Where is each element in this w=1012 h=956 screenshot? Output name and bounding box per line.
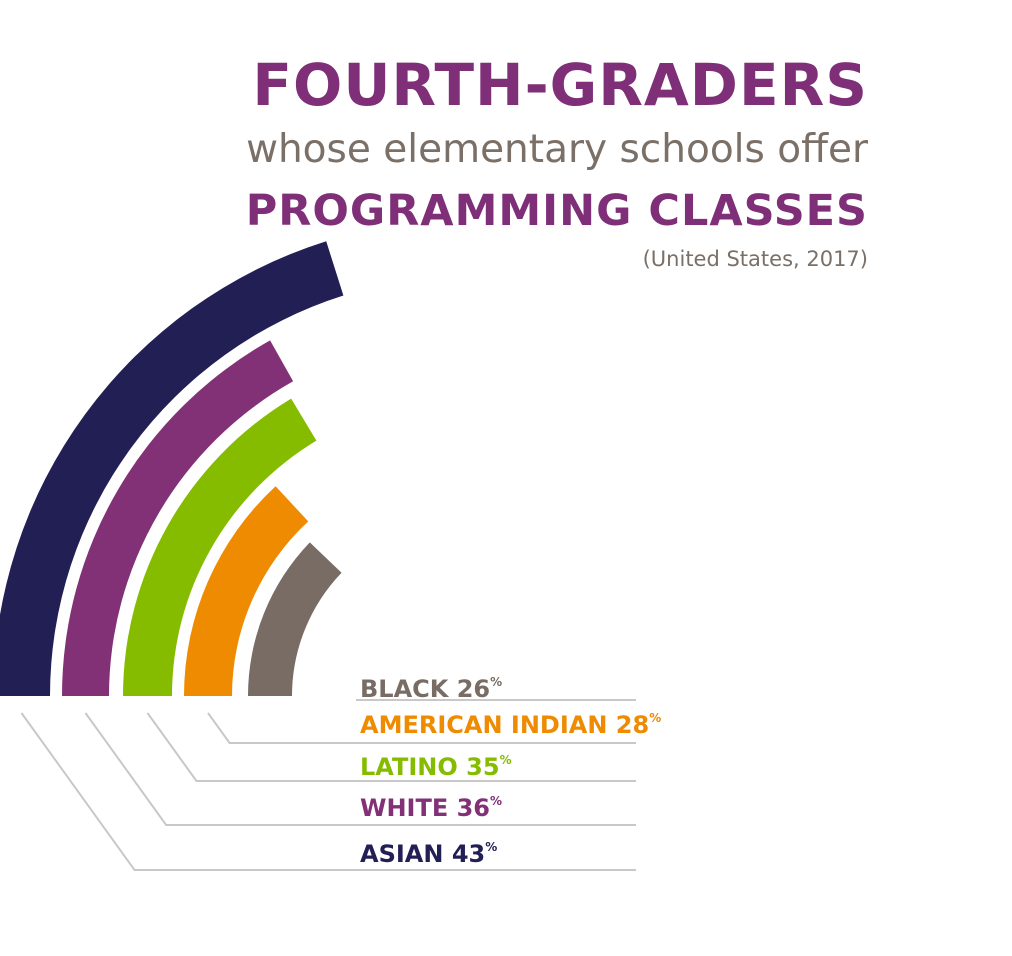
leader-line-asian	[20, 712, 636, 871]
label-black: BLACK 26%	[360, 675, 502, 703]
leader-line-white	[84, 712, 636, 826]
label-value-latino: 35	[466, 753, 499, 781]
chart-title-block: FOURTH-GRADERS whose elementary schools …	[246, 50, 868, 276]
label-latino: LATINO 35%	[360, 753, 512, 781]
bars-group	[0, 241, 344, 696]
label-name-american-indian: AMERICAN INDIAN	[360, 711, 616, 739]
chart-subtitle: whose elementary schools offer	[246, 127, 868, 172]
label-value-asian: 43	[452, 840, 485, 868]
label-percent-sign: %	[500, 753, 512, 767]
label-percent-sign: %	[490, 675, 502, 689]
label-asian: ASIAN 43%	[360, 840, 497, 868]
label-name-white: WHITE	[360, 794, 457, 822]
label-name-black: BLACK	[360, 675, 457, 703]
label-value-american-indian: 28	[616, 711, 649, 739]
label-name-latino: LATINO	[360, 753, 466, 781]
label-name-asian: ASIAN	[360, 840, 452, 868]
label-value-black: 26	[457, 675, 490, 703]
chart-subtitle-emphasis: PROGRAMMING CLASSES	[245, 186, 868, 236]
label-american-indian: AMERICAN INDIAN 28%	[360, 711, 661, 739]
chart-note: (United States, 2017)	[642, 247, 868, 271]
label-percent-sign: %	[649, 711, 661, 725]
arc-bar-white	[62, 340, 294, 696]
labels-group: BLACK 26%AMERICAN INDIAN 28%LATINO 35%WH…	[360, 675, 661, 868]
arc-bar-latino	[123, 398, 317, 696]
leader-line-american-indian	[207, 712, 636, 744]
label-percent-sign: %	[490, 794, 502, 808]
arc-bar-asian	[0, 241, 344, 696]
leader-line-latino	[146, 712, 636, 782]
arc-bar-american-indian	[184, 486, 309, 696]
chart-title: FOURTH-GRADERS	[252, 51, 868, 119]
label-value-white: 36	[457, 794, 490, 822]
leader-lines-group	[20, 699, 636, 871]
arc-bar-black	[248, 542, 342, 696]
label-percent-sign: %	[485, 840, 497, 854]
label-white: WHITE 36%	[360, 794, 502, 822]
